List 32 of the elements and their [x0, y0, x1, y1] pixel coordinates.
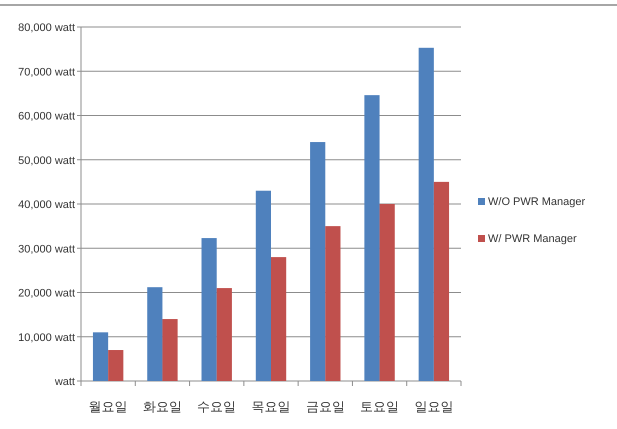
bar [271, 257, 286, 381]
y-tick-label: 60,000 watt [18, 110, 75, 122]
legend-label: W/O PWR Manager [488, 196, 586, 208]
x-tick-label: 목요일 [252, 399, 290, 414]
y-tick-label: 80,000 watt [18, 22, 75, 34]
bar [202, 238, 217, 381]
bar [92, 332, 108, 381]
bar [434, 182, 450, 381]
x-tick-label: 토요일 [360, 399, 400, 414]
bar [380, 204, 395, 381]
x-tick-label: 화요일 [142, 399, 182, 414]
bar [147, 287, 162, 381]
bar [216, 288, 232, 381]
y-tick-label: watt [54, 376, 75, 388]
y-tick-label: 50,000 watt [18, 154, 75, 167]
bar [418, 48, 434, 381]
bar [310, 142, 326, 381]
bar [162, 319, 178, 381]
y-tick-label: 20,000 watt [18, 288, 75, 300]
legend-label: W/ PWR Manager [488, 233, 577, 245]
y-tick-label: 10,000 watt [18, 332, 75, 344]
x-tick-label: 금요일 [306, 399, 345, 414]
x-tick-label: 월요일 [88, 399, 128, 414]
y-tick-label: 30,000 watt [18, 243, 75, 256]
bar [256, 190, 271, 381]
bar [108, 350, 124, 381]
y-tick-label: 40,000 watt [18, 199, 75, 211]
bar [325, 226, 340, 381]
bar [364, 95, 380, 381]
x-tick-label: 수요일 [197, 399, 236, 414]
y-tick-label: 70,000 watt [18, 66, 75, 78]
x-tick-label: 일요일 [414, 399, 454, 414]
